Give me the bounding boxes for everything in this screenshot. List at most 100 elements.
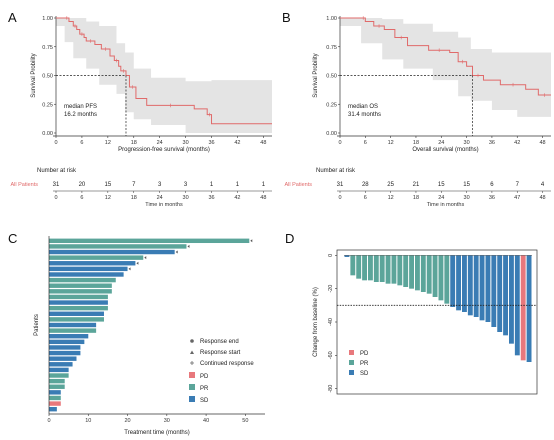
panel-d-bar bbox=[444, 255, 450, 304]
panel-c-bar bbox=[49, 272, 124, 277]
panel-b-risk-tick-label: 36 bbox=[489, 195, 495, 201]
panel-c-continued-arrow bbox=[136, 261, 139, 265]
panel-b-median-label: median OS bbox=[348, 104, 378, 110]
panel-b-x-tick-label: 36 bbox=[489, 140, 495, 146]
panel-c-panel-letter: C bbox=[8, 231, 17, 246]
panel-d-bar bbox=[462, 255, 467, 312]
panel-c-bar bbox=[49, 277, 116, 283]
panel-a-risk-group-label: All Patients bbox=[10, 182, 38, 188]
panel-d-bar bbox=[503, 255, 508, 336]
panel-b-x-tick-label: 30 bbox=[464, 140, 470, 146]
panel-d-bar bbox=[456, 255, 461, 311]
panel-d-bar bbox=[526, 255, 532, 362]
panel-b-risk-value: 15 bbox=[463, 182, 470, 188]
panel-c-legend-response-end-marker bbox=[190, 339, 194, 343]
panel-c-bar bbox=[49, 317, 104, 322]
panel-b-risk-x-label: Time in months bbox=[427, 202, 465, 208]
panel-b-median-value: 31.4 months bbox=[348, 112, 381, 118]
panel-c-bar bbox=[49, 283, 112, 288]
panel-a-x-tick-label: 18 bbox=[131, 140, 137, 146]
panel-b-risk-value: 25 bbox=[387, 182, 394, 188]
panel-d-bar bbox=[479, 255, 485, 321]
panel-c-legend-swatch bbox=[189, 396, 195, 402]
panel-d-bar bbox=[491, 255, 497, 327]
panel-d-legend-label: SD bbox=[360, 371, 369, 377]
panel-c-bar bbox=[49, 305, 108, 311]
panel-b-risk-value: 7 bbox=[516, 182, 520, 188]
panel-d-bar bbox=[403, 255, 409, 287]
panel-c-bar bbox=[49, 311, 104, 316]
panel-b-risk-value: 6 bbox=[490, 182, 494, 188]
panel-c-continued-arrow bbox=[187, 244, 190, 248]
panel-a-y-axis-label: Survival Probility bbox=[31, 53, 37, 97]
panel-c-bar bbox=[49, 328, 97, 333]
panel-d-bar bbox=[409, 255, 414, 289]
panel-a-risk-tick-label: 48 bbox=[260, 195, 266, 201]
panel-b-risk-tick-label: 47 bbox=[514, 195, 520, 201]
panel-d-panel-letter: D bbox=[285, 231, 294, 246]
panel-d-y-tick-label: -40 bbox=[328, 318, 334, 326]
panel-a-risk-tick-label: 6 bbox=[80, 195, 83, 201]
panel-c-bar bbox=[49, 378, 65, 384]
panel-a-risk-tick-label: 12 bbox=[105, 195, 111, 201]
panel-d-bar bbox=[485, 255, 491, 322]
panel-d-bar bbox=[362, 255, 367, 281]
panel-c-bar bbox=[49, 300, 108, 305]
panel-a-y-tick-label: 0.00 bbox=[42, 131, 53, 137]
panel-a-risk-tick-label: 18 bbox=[131, 195, 137, 201]
panel-d-y-tick-label: -80 bbox=[328, 385, 334, 393]
panel-c-legend-swatch bbox=[189, 384, 195, 390]
panel-a-risk-value: 20 bbox=[79, 182, 86, 188]
panel-b-risk-value: 15 bbox=[438, 182, 445, 188]
panel-a-risk-tick-label: 24 bbox=[157, 195, 163, 201]
panel-a-y-tick-label: 1.00 bbox=[42, 16, 53, 22]
panel-d-legend-swatch bbox=[349, 370, 354, 375]
panel-c-y-axis-label: Patients bbox=[34, 314, 40, 336]
panel-c-bar bbox=[49, 339, 85, 345]
panel-d-bar bbox=[379, 255, 385, 282]
panel-c-bar bbox=[49, 266, 128, 272]
panel-c-legend-continued-response: Continued response bbox=[200, 361, 254, 367]
panel-d-bar bbox=[385, 255, 391, 284]
panel-d-bar bbox=[450, 255, 456, 307]
panel-c-x-tick-label: 10 bbox=[85, 418, 91, 424]
panel-c-bar bbox=[49, 390, 61, 395]
panel-c-bar bbox=[49, 367, 69, 373]
panel-b-risk-group-label: All Patients bbox=[284, 182, 312, 188]
panel-c-legend-response-end: Response end bbox=[200, 339, 239, 345]
panel-c-x-tick-label: 20 bbox=[124, 418, 130, 424]
panel-d-bar bbox=[473, 255, 479, 317]
panel-d-bar bbox=[391, 255, 397, 284]
panel-a-x-tick-label: 0 bbox=[54, 140, 57, 146]
panel-a-x-tick-label: 48 bbox=[260, 140, 266, 146]
panel-c-continued-arrow bbox=[128, 267, 131, 271]
panel-a-risk-tick-label: 36 bbox=[208, 195, 214, 201]
panel-b-risk-value: 4 bbox=[541, 182, 545, 188]
panel-d-bar bbox=[509, 255, 514, 344]
panel-d-legend-label: PR bbox=[360, 361, 369, 367]
panel-c-continued-arrow bbox=[144, 256, 147, 260]
panel-b-risk-tick-label: 48 bbox=[539, 195, 545, 201]
panel-b-panel-letter: B bbox=[282, 10, 291, 25]
panel-b-risk-tick-label: 24 bbox=[438, 195, 444, 201]
panel-b-y-tick-label: 0.50 bbox=[326, 74, 337, 80]
panel-c-bar bbox=[49, 401, 61, 406]
panel-a-confidence-band bbox=[56, 18, 272, 133]
panel-a-x-tick-label: 12 bbox=[105, 140, 111, 146]
panel-a-y-tick-label: 0.25 bbox=[42, 102, 53, 108]
panel-a-risk-value: 1 bbox=[236, 182, 240, 188]
panel-b-risk-tick-label: 6 bbox=[364, 195, 367, 201]
panel-c-bar bbox=[49, 384, 65, 389]
panel-a-x-axis-label: Progression-free survival (months) bbox=[118, 147, 210, 153]
panel-d-bar bbox=[467, 255, 473, 316]
panel-d-bar bbox=[438, 255, 444, 301]
panel-d-bar bbox=[350, 255, 356, 276]
panel-d-legend-swatch bbox=[349, 360, 354, 365]
panel-b-risk-value: 31 bbox=[337, 182, 344, 188]
panel-c-bar bbox=[49, 406, 57, 412]
panel-c-bar bbox=[49, 289, 112, 294]
panel-c-legend-response-start-marker bbox=[190, 350, 194, 354]
panel-c-bar bbox=[49, 322, 97, 328]
panel-b-x-tick-label: 24 bbox=[438, 140, 444, 146]
panel-a-risk-value: 15 bbox=[104, 182, 111, 188]
